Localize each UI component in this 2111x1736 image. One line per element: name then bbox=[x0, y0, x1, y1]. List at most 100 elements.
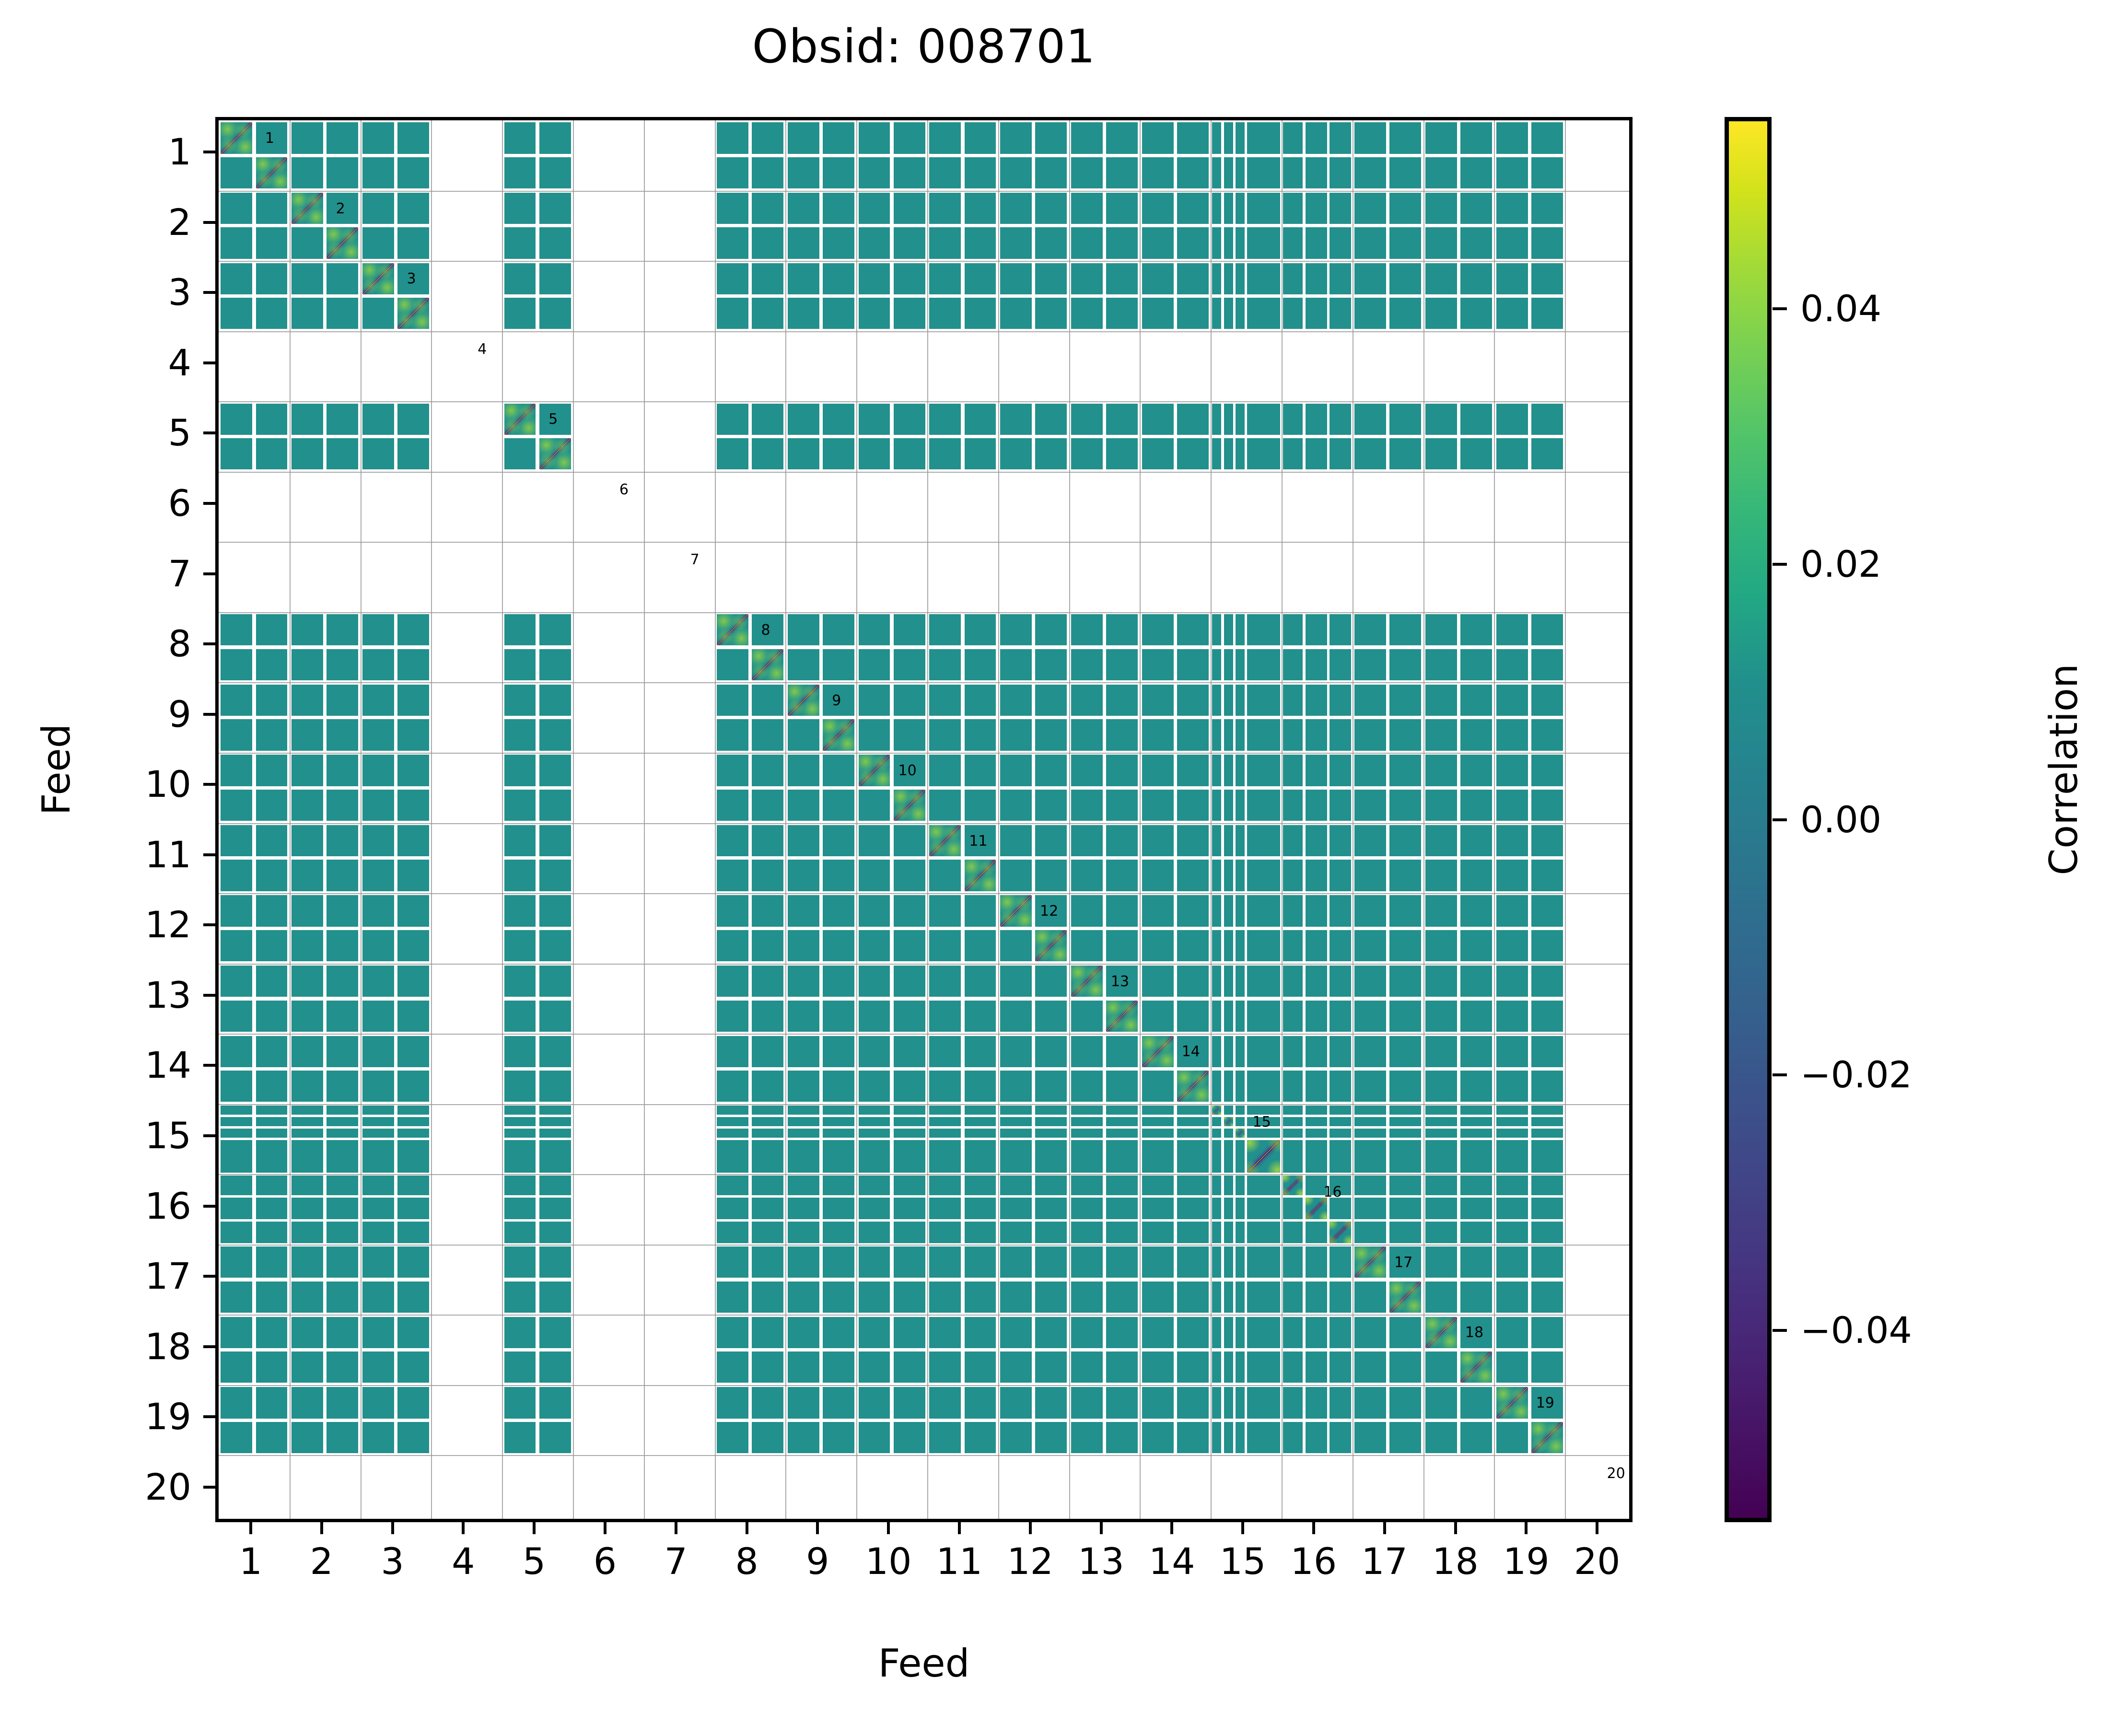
heatmap-cell bbox=[1106, 1281, 1138, 1313]
heatmap-cell bbox=[893, 1105, 925, 1115]
heatmap-cell bbox=[1142, 122, 1174, 154]
heatmap-cell bbox=[893, 1387, 925, 1419]
heatmap-cell bbox=[1305, 298, 1327, 329]
heatmap-cell bbox=[1425, 1387, 1457, 1419]
heatmap-cell bbox=[504, 1387, 536, 1419]
heatmap-cell bbox=[1142, 1281, 1174, 1313]
heatmap-cell bbox=[929, 1000, 961, 1032]
heatmap-cell bbox=[1235, 755, 1245, 786]
heatmap-cell bbox=[292, 1198, 323, 1220]
heatmap-cell bbox=[221, 1247, 253, 1278]
grid-line-horizontal bbox=[219, 752, 1629, 754]
heatmap-cell bbox=[964, 1071, 996, 1102]
heatmap-cell bbox=[1235, 1247, 1245, 1278]
feed-block-annotation: 3 bbox=[407, 270, 416, 288]
y-tick-mark bbox=[203, 642, 215, 646]
heatmap-cell bbox=[539, 1281, 571, 1313]
heatmap-cell bbox=[1354, 298, 1386, 329]
heatmap-cell bbox=[787, 825, 819, 857]
colorbar-tick-mark bbox=[1773, 562, 1787, 566]
heatmap-cell bbox=[362, 1247, 394, 1278]
heatmap-cell bbox=[1354, 1036, 1386, 1067]
colorbar-tick-mark bbox=[1773, 818, 1787, 821]
heatmap-cell bbox=[1000, 1421, 1032, 1454]
heatmap-cell bbox=[1035, 1117, 1067, 1126]
heatmap-cell bbox=[1177, 192, 1209, 224]
heatmap-cell-diagonal bbox=[1142, 1036, 1174, 1067]
heatmap-cell bbox=[964, 930, 996, 962]
heatmap-cell bbox=[1106, 719, 1138, 751]
heatmap-cell bbox=[1389, 1117, 1422, 1126]
heatmap-cell bbox=[1106, 649, 1138, 680]
heatmap-cell bbox=[1212, 1352, 1222, 1383]
heatmap-cell bbox=[858, 298, 890, 329]
heatmap-cell bbox=[327, 1198, 359, 1220]
heatmap-cell bbox=[929, 719, 961, 751]
heatmap-cell bbox=[292, 1387, 323, 1419]
feed-block-annotation: 20 bbox=[1607, 1465, 1625, 1482]
heatmap-cell bbox=[1035, 263, 1067, 294]
heatmap-cell bbox=[1177, 1036, 1209, 1067]
heatmap-cell-diagonal bbox=[221, 122, 253, 154]
heatmap-cell bbox=[221, 895, 253, 927]
heatmap-cell bbox=[717, 1198, 748, 1220]
heatmap-cell bbox=[717, 122, 748, 154]
y-tick-mark bbox=[203, 993, 215, 997]
heatmap-cell bbox=[1389, 1105, 1422, 1115]
heatmap-cell bbox=[1035, 1421, 1067, 1454]
colorbar[interactable] bbox=[1725, 117, 1772, 1522]
heatmap-cell bbox=[1106, 930, 1138, 962]
heatmap-cell bbox=[717, 684, 748, 716]
heatmap-cell bbox=[823, 966, 854, 997]
heatmap-cell bbox=[539, 403, 571, 435]
grid-line-horizontal bbox=[219, 190, 1629, 192]
heatmap-cell bbox=[1283, 157, 1303, 189]
y-tick-mark bbox=[203, 221, 215, 224]
heatmap-cell bbox=[1460, 649, 1492, 680]
heatmap-plot-area[interactable]: 1 2 3 4 5 6 7 8 9 10 11 12 13 14 15 16 17 18 19 20 bbox=[219, 120, 1629, 1519]
heatmap-cell bbox=[221, 227, 253, 259]
heatmap-cell bbox=[292, 403, 323, 435]
heatmap-cell bbox=[1496, 860, 1528, 891]
colorbar-tick-label: 0.02 bbox=[1800, 542, 1882, 585]
heatmap-cell bbox=[858, 825, 890, 857]
heatmap-cell bbox=[752, 122, 783, 154]
heatmap-cell bbox=[1177, 755, 1209, 786]
heatmap-cell bbox=[1389, 263, 1422, 294]
heatmap-cell bbox=[327, 755, 359, 786]
feed-block-annotation: 18 bbox=[1465, 1324, 1484, 1341]
heatmap-cell bbox=[539, 860, 571, 891]
heatmap-cell bbox=[221, 403, 253, 435]
correlation-matrix-axes[interactable]: 1 2 3 4 5 6 7 8 9 10 11 12 13 14 15 16 17 18 19 20 bbox=[215, 117, 1633, 1522]
heatmap-cell bbox=[1247, 1247, 1281, 1278]
heatmap-cell-diagonal bbox=[1224, 1117, 1233, 1126]
heatmap-cell bbox=[1247, 789, 1281, 821]
heatmap-cell bbox=[1000, 1117, 1032, 1126]
heatmap-cell bbox=[787, 895, 819, 927]
heatmap-cell bbox=[1305, 930, 1327, 962]
heatmap-cell bbox=[1071, 1105, 1103, 1115]
heatmap-cell bbox=[1035, 1105, 1067, 1115]
feed-block-annotation: 17 bbox=[1394, 1254, 1413, 1271]
heatmap-cell bbox=[1071, 895, 1103, 927]
heatmap-cell bbox=[1496, 1071, 1528, 1102]
x-tick-mark bbox=[533, 1522, 536, 1534]
heatmap-cell bbox=[752, 1117, 783, 1126]
heatmap-cell bbox=[1000, 684, 1032, 716]
heatmap-cell bbox=[1283, 1000, 1303, 1032]
heatmap-cell bbox=[292, 1281, 323, 1313]
feed-block-annotation: 14 bbox=[1181, 1043, 1200, 1060]
heatmap-cell bbox=[1460, 1140, 1492, 1173]
heatmap-cell bbox=[256, 1036, 288, 1067]
heatmap-cell bbox=[539, 755, 571, 786]
heatmap-cell bbox=[256, 263, 288, 294]
heatmap-cell bbox=[823, 825, 854, 857]
heatmap-cell bbox=[1235, 1352, 1245, 1383]
heatmap-cell-diagonal bbox=[752, 649, 783, 680]
heatmap-cell bbox=[964, 1352, 996, 1383]
heatmap-cell bbox=[292, 1128, 323, 1138]
colorbar-tick-label: −0.04 bbox=[1800, 1309, 1912, 1352]
heatmap-cell bbox=[1460, 1317, 1492, 1348]
heatmap-cell bbox=[256, 192, 288, 224]
heatmap-cell bbox=[1496, 789, 1528, 821]
